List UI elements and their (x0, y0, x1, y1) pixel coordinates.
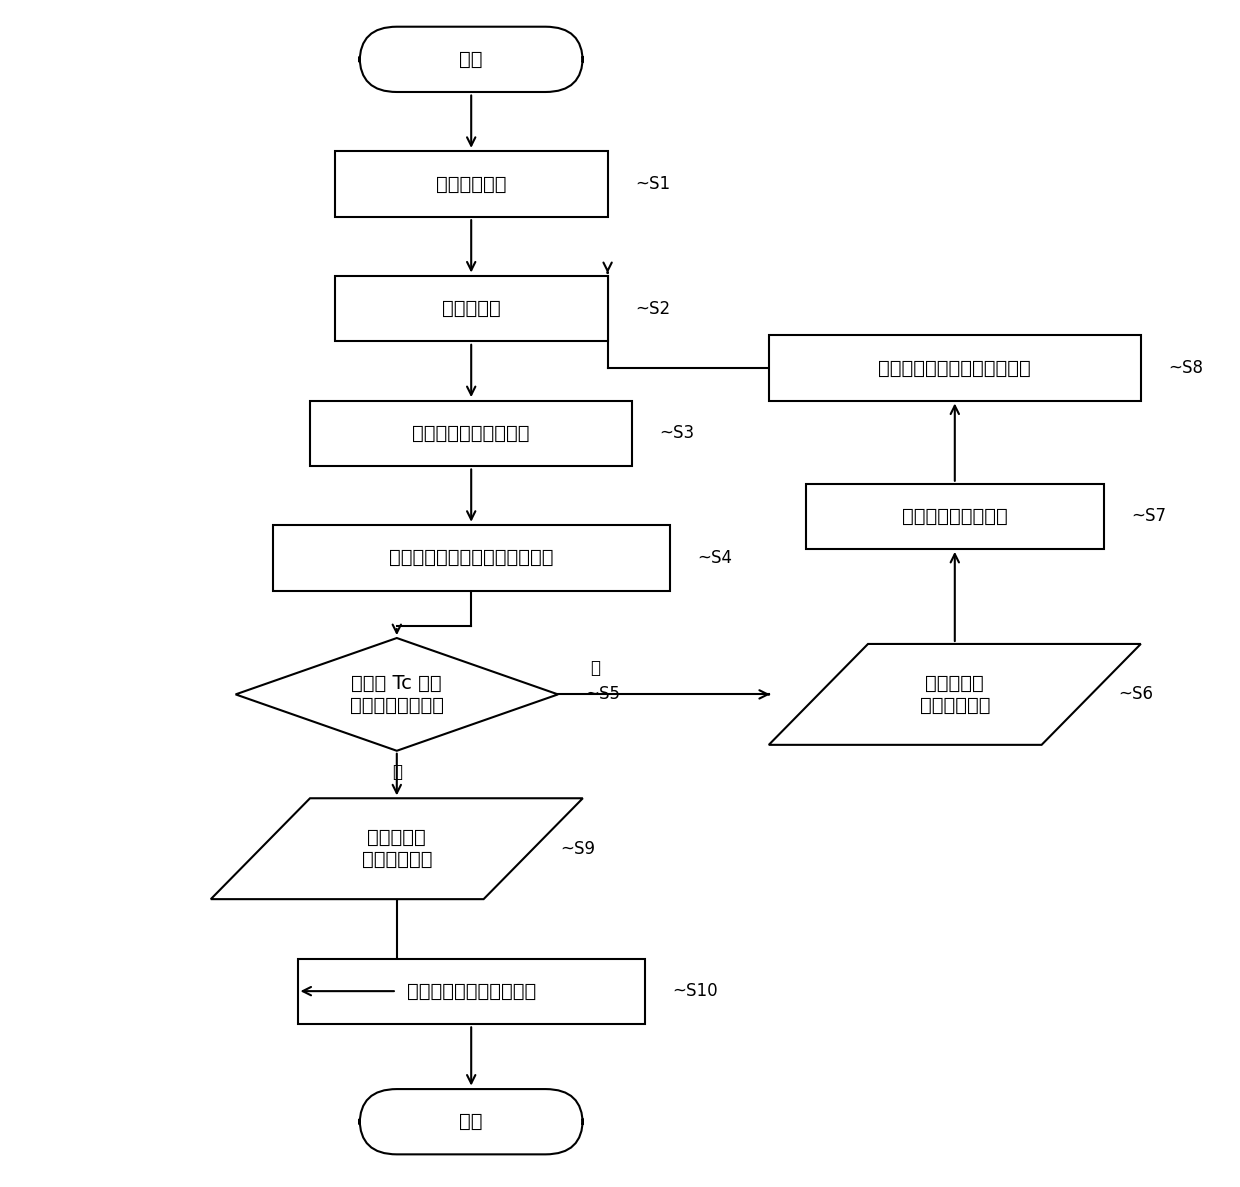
Text: 设定参考值: 设定参考值 (441, 299, 501, 318)
FancyBboxPatch shape (335, 152, 608, 216)
Text: 随时间测量血样的电特性: 随时间测量血样的电特性 (407, 982, 536, 1001)
Text: 记录试剂的
活性是正常的: 记录试剂的 活性是正常的 (362, 829, 432, 869)
FancyBboxPatch shape (273, 525, 670, 590)
FancyBboxPatch shape (360, 1090, 583, 1154)
Text: 提取导电率随时间变化的特征量: 提取导电率随时间变化的特征量 (389, 548, 553, 567)
FancyBboxPatch shape (806, 484, 1104, 550)
Text: ~S5: ~S5 (585, 685, 620, 704)
Text: 否: 否 (590, 659, 600, 677)
Text: ~S10: ~S10 (672, 982, 718, 1001)
Text: 记录试剂的
活性是异常的: 记录试剂的 活性是异常的 (920, 674, 990, 715)
Text: ~S4: ~S4 (697, 548, 732, 567)
Text: 开始: 开始 (460, 50, 482, 69)
Text: ~S3: ~S3 (660, 424, 694, 443)
Text: 结束: 结束 (460, 1112, 482, 1131)
Text: ~S9: ~S9 (560, 839, 595, 858)
FancyBboxPatch shape (298, 959, 645, 1023)
Text: 测量对照样本的导电率: 测量对照样本的导电率 (413, 424, 529, 443)
Text: ~S7: ~S7 (1131, 507, 1166, 526)
FancyBboxPatch shape (360, 27, 583, 93)
Text: ~S1: ~S1 (635, 174, 670, 193)
Text: 将当前的试剂变更为新的试剂: 将当前的试剂变更为新的试剂 (878, 358, 1032, 377)
Text: ~S2: ~S2 (635, 299, 670, 318)
Polygon shape (236, 639, 558, 751)
Text: ~S6: ~S6 (1118, 685, 1153, 704)
Text: ~S8: ~S8 (1168, 358, 1203, 377)
Polygon shape (211, 799, 583, 900)
Text: 特征量 Tc 是否
落入参考范围内？: 特征量 Tc 是否 落入参考范围内？ (350, 674, 444, 715)
FancyBboxPatch shape (335, 277, 608, 342)
Text: 显示试剂的活性异常: 显示试剂的活性异常 (901, 507, 1008, 526)
FancyBboxPatch shape (310, 400, 632, 465)
Polygon shape (769, 643, 1141, 745)
FancyBboxPatch shape (769, 335, 1141, 401)
Text: 制备对照样本: 制备对照样本 (436, 174, 506, 193)
Text: 是: 是 (392, 763, 402, 781)
